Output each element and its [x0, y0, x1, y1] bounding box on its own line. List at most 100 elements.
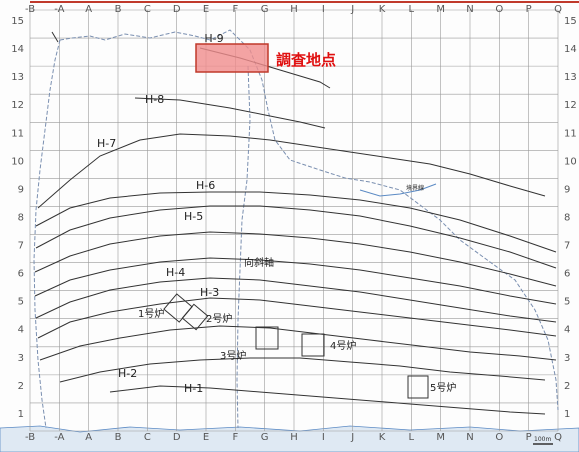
- grid-lines: [29, 9, 559, 432]
- dashed-boundary: [59, 29, 559, 411]
- row-label: 4: [564, 325, 570, 336]
- column-label: -A: [54, 4, 64, 15]
- contour-line-7: [34, 231, 557, 287]
- column-label: I: [322, 432, 325, 443]
- row-label: 9: [564, 184, 570, 195]
- column-label: N: [466, 4, 473, 15]
- row-label: 7: [564, 241, 570, 252]
- column-label: I: [322, 4, 325, 15]
- column-labels-bottom: -B -A A B C D E F G H I J K L M N O P Q: [25, 432, 562, 443]
- dashed-boundary-center: [236, 65, 251, 429]
- row-labels-left: 15 14 13 12 11 10 9 8 7 6 5 4 3 2 1: [11, 16, 24, 420]
- column-label: J: [350, 4, 354, 15]
- column-label: -A: [54, 432, 64, 443]
- survey-line-label-h2: H-2: [118, 367, 137, 380]
- row-label: 14: [11, 44, 24, 55]
- column-label: A: [85, 4, 92, 15]
- kiln-4-box: [301, 333, 325, 357]
- scale-bar: 100m: [533, 436, 553, 445]
- row-label: 13: [564, 72, 577, 83]
- row-label: 5: [564, 297, 570, 308]
- kiln-5-box: [407, 375, 429, 399]
- survey-point-callout: 調査地点: [276, 51, 336, 69]
- column-label: O: [495, 4, 503, 15]
- row-label: 10: [564, 156, 577, 167]
- column-label: E: [203, 432, 209, 443]
- column-label: Q: [554, 432, 562, 443]
- column-label: D: [173, 432, 181, 443]
- kiln-2-box: [181, 303, 209, 331]
- kiln-4-label: 4号炉: [330, 340, 356, 352]
- row-label: 14: [564, 44, 577, 55]
- column-label: H: [290, 4, 298, 15]
- row-label: 2: [18, 381, 24, 392]
- column-label: P: [526, 4, 532, 15]
- slope-axis-label: 向斜軸: [244, 256, 274, 269]
- kiln-3-box: [255, 326, 279, 350]
- row-label: 9: [18, 184, 24, 195]
- column-labels-top: -B -A A B C D E F G H I J K L M N O P Q: [25, 4, 562, 15]
- survey-line-label-h7: H-7: [97, 137, 116, 150]
- row-label: 8: [18, 212, 24, 223]
- kiln-1-label: 1号炉: [138, 308, 164, 320]
- column-label: N: [466, 432, 473, 443]
- survey-line-label-h4: H-4: [166, 266, 185, 279]
- dashed-boundary-left: [33, 39, 61, 429]
- contour-line-11: [134, 97, 326, 129]
- column-label: A: [85, 432, 92, 443]
- kiln-5-label: 5号炉: [430, 382, 456, 394]
- row-label: 15: [11, 16, 24, 27]
- column-label: F: [232, 432, 238, 443]
- row-label: 11: [564, 128, 577, 139]
- survey-line-label-h5: H-5: [184, 210, 203, 223]
- kiln-boxes: [163, 293, 429, 399]
- column-label: F: [232, 4, 238, 15]
- row-label: 3: [18, 353, 24, 364]
- column-label: L: [409, 4, 415, 15]
- row-labels-right: 15 14 13 12 11 10 9 8 7 6 5 4 3 2 1: [564, 16, 577, 420]
- kiln-2-label: 2号炉: [206, 313, 232, 325]
- column-label: G: [261, 4, 269, 15]
- column-label: K: [379, 432, 386, 443]
- row-label: 2: [564, 381, 570, 392]
- row-label: 6: [18, 269, 24, 280]
- row-label: 12: [11, 100, 24, 111]
- contour-line-6: [34, 257, 557, 305]
- column-label: O: [495, 432, 503, 443]
- row-label: 10: [11, 156, 24, 167]
- row-label: 12: [564, 100, 577, 111]
- contour-line-1: [109, 385, 546, 415]
- water-channel-line: [359, 183, 437, 197]
- contour-line-4: [37, 297, 557, 339]
- kiln-1-box: [163, 293, 193, 323]
- survey-point-area: [195, 43, 269, 73]
- north-marker-icon: [51, 31, 59, 43]
- column-label: D: [173, 4, 181, 15]
- survey-line-label-h3: H-3: [200, 286, 219, 299]
- column-label: C: [144, 432, 151, 443]
- column-label: K: [379, 4, 386, 15]
- row-label: 7: [18, 241, 24, 252]
- row-label: 1: [18, 409, 24, 420]
- column-label: E: [203, 4, 209, 15]
- row-label: 11: [11, 128, 24, 139]
- column-label: L: [409, 432, 415, 443]
- survey-line-label-h9: H-9: [204, 32, 223, 45]
- column-label: G: [261, 432, 269, 443]
- column-label: J: [350, 432, 354, 443]
- column-label: M: [436, 4, 445, 15]
- contour-line-8: [35, 205, 557, 269]
- column-label: B: [115, 432, 122, 443]
- column-label: Q: [554, 4, 562, 15]
- row-label: 6: [564, 269, 570, 280]
- contour-lines: [34, 47, 557, 415]
- row-label: 8: [564, 212, 570, 223]
- column-label: C: [144, 4, 151, 15]
- small-boundary-label: 境界線: [406, 184, 424, 192]
- row-label: 1: [564, 409, 570, 420]
- row-label: 3: [564, 353, 570, 364]
- survey-line-label-h6: H-6: [196, 179, 215, 192]
- contour-line-5: [35, 277, 557, 323]
